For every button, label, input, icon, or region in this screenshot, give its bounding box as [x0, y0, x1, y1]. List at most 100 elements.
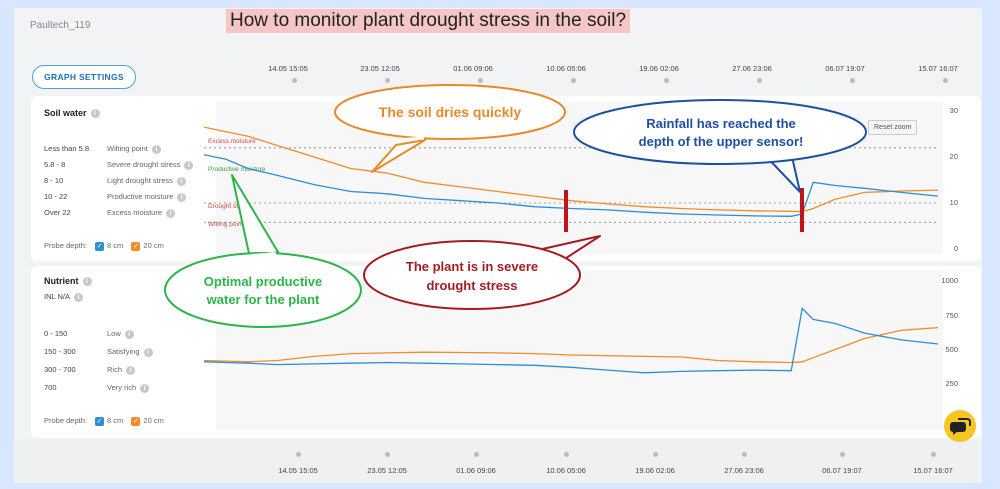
legend-level: Light drought stress i	[107, 176, 186, 186]
legend-range: 700	[44, 383, 57, 392]
timeline-label: 23.05 12:05	[360, 64, 400, 73]
timeline-label: 27.06 23:06	[732, 64, 772, 73]
info-icon[interactable]: i	[82, 277, 92, 287]
timeline-dot[interactable]	[756, 78, 762, 83]
timeline-label: 23.05 12:05	[367, 466, 407, 475]
timeline-dot[interactable]	[652, 452, 658, 457]
probe-depth-selector: Probe depth: ✓ 8 cm ✓ 20 cm	[44, 241, 164, 251]
series-line-nutrient-20cm	[203, 326, 939, 364]
soil-water-title: Soil water i	[44, 108, 100, 119]
timeline-bottom: 14.05 15:05 23.05 12:05 01.06 09:06 10.0…	[14, 440, 982, 483]
chat-icon	[950, 418, 971, 435]
info-icon[interactable]: i	[184, 160, 194, 170]
legend-range: 150 - 300	[44, 347, 76, 356]
info-icon[interactable]: i	[73, 292, 83, 302]
timeline-dot[interactable]	[295, 452, 301, 457]
headline: How to monitor plant drought stress in t…	[226, 9, 631, 33]
y-tick-label: 250	[945, 379, 958, 388]
legend-level: Low i	[107, 329, 134, 339]
legend-range: 300 - 700	[44, 365, 76, 374]
info-icon[interactable]: i	[176, 176, 186, 186]
series-line-soil-8cm	[203, 154, 939, 217]
y-tick-label: 0	[953, 244, 958, 253]
legend-level: Productive moisture i	[107, 192, 187, 202]
series-line-soil-20cm	[203, 126, 939, 213]
probe-20cm-checkbox[interactable]: ✓	[131, 241, 141, 251]
timeline-label: 27.06 23:06	[724, 466, 764, 475]
band-label-drought: Drought stress	[208, 203, 251, 210]
chat-button[interactable]	[944, 410, 976, 442]
timeline-dot[interactable]	[663, 78, 669, 83]
timeline-dot[interactable]	[563, 452, 569, 457]
timeline-label: 06.07 19:07	[822, 466, 862, 475]
callout-text: Optimal productive	[204, 274, 322, 289]
timeline-dot[interactable]	[473, 452, 479, 457]
band-label-productive: Productive moisture	[208, 166, 266, 173]
info-icon[interactable]: i	[90, 109, 100, 119]
probe-20cm-checkbox[interactable]: ✓	[131, 416, 141, 426]
y-tick-label: 750	[945, 311, 958, 320]
timeline-label: 10.06 05:06	[546, 466, 586, 475]
callout-severe-drought: The plant is in severe drought stress	[363, 235, 601, 310]
band-label-excess: Excess moisture	[208, 138, 256, 145]
legend-level: Wilting point i	[107, 144, 161, 154]
timeline-label: 15.07 16:07	[918, 64, 958, 73]
legend-level: Rich i	[107, 365, 136, 375]
timeline-dot[interactable]	[849, 78, 855, 83]
timeline-label: 01.06 09:06	[453, 64, 493, 73]
timeline-dot[interactable]	[930, 452, 936, 457]
legend-range: 8 - 10	[44, 176, 64, 185]
callout-text: Rainfall has reached the	[646, 116, 796, 131]
timeline-label: 15.07 16:07	[913, 466, 953, 475]
band-label-wilting: Wilting point	[208, 221, 244, 228]
callout-text: The plant is in severe	[406, 259, 538, 274]
callout-text: water for the plant	[206, 292, 320, 307]
timeline-dot[interactable]	[477, 78, 483, 83]
timeline-dot[interactable]	[291, 78, 297, 83]
probe-8cm-checkbox[interactable]: ✓	[95, 416, 105, 426]
info-icon[interactable]: i	[177, 192, 187, 202]
legend-range: 5.8 - 8	[44, 160, 66, 169]
y-tick-label: 1000	[941, 276, 958, 285]
timeline-dot[interactable]	[741, 452, 747, 457]
timeline-label: 19.06 02:06	[639, 64, 679, 73]
probe-8cm-checkbox[interactable]: ✓	[95, 241, 105, 251]
timeline-label: 01.06 09:06	[456, 466, 496, 475]
timeline-label: 19.06 02:06	[635, 466, 675, 475]
timeline-dot[interactable]	[384, 452, 390, 457]
timeline-label: 06.07 19:07	[825, 64, 865, 73]
nutrient-title: Nutrient i	[44, 276, 92, 287]
info-icon[interactable]: i	[126, 365, 136, 375]
legend-level: Satisfying i	[107, 347, 153, 357]
reset-zoom-button[interactable]: Reset zoom	[868, 120, 918, 135]
y-tick-label: 30	[949, 106, 958, 115]
info-icon[interactable]: i	[151, 144, 161, 154]
graph-settings-button[interactable]: GRAPH SETTINGS	[32, 65, 136, 89]
legend-range: 0 - 150	[44, 329, 68, 338]
y-tick-label: 500	[945, 345, 958, 354]
legend-level: Excess moisture i	[107, 208, 176, 218]
timeline-dot[interactable]	[570, 78, 576, 83]
callout-text: drought stress	[426, 278, 517, 293]
legend-range: 10 - 22	[44, 192, 68, 201]
timeline-dot[interactable]	[942, 78, 948, 83]
info-icon[interactable]: i	[124, 329, 134, 339]
probe-depth-selector: Probe depth: ✓ 8 cm ✓ 20 cm	[44, 416, 164, 426]
callout-text: The soil dries quickly	[379, 104, 522, 120]
info-icon[interactable]: i	[140, 383, 150, 393]
legend-range: Over 22	[44, 208, 71, 217]
legend-range: Less than 5.8	[44, 144, 90, 153]
callout-soil-dries: The soil dries quickly	[334, 84, 566, 173]
timeline-dot[interactable]	[384, 78, 390, 83]
info-icon[interactable]: i	[143, 347, 153, 357]
callout-optimal: Optimal productive water for the plant	[164, 174, 362, 328]
callout-rainfall: Rainfall has reached the depth of the up…	[573, 99, 867, 193]
info-icon[interactable]: i	[166, 208, 176, 218]
timeline-label: 10.06 05:06	[546, 64, 586, 73]
timeline-label: 14.05 15:05	[268, 64, 308, 73]
y-tick-label: 20	[949, 152, 958, 161]
legend-level: Severe drought stress i	[107, 160, 194, 170]
timeline-dot[interactable]	[839, 452, 845, 457]
device-name: Paultech_119	[30, 20, 91, 31]
